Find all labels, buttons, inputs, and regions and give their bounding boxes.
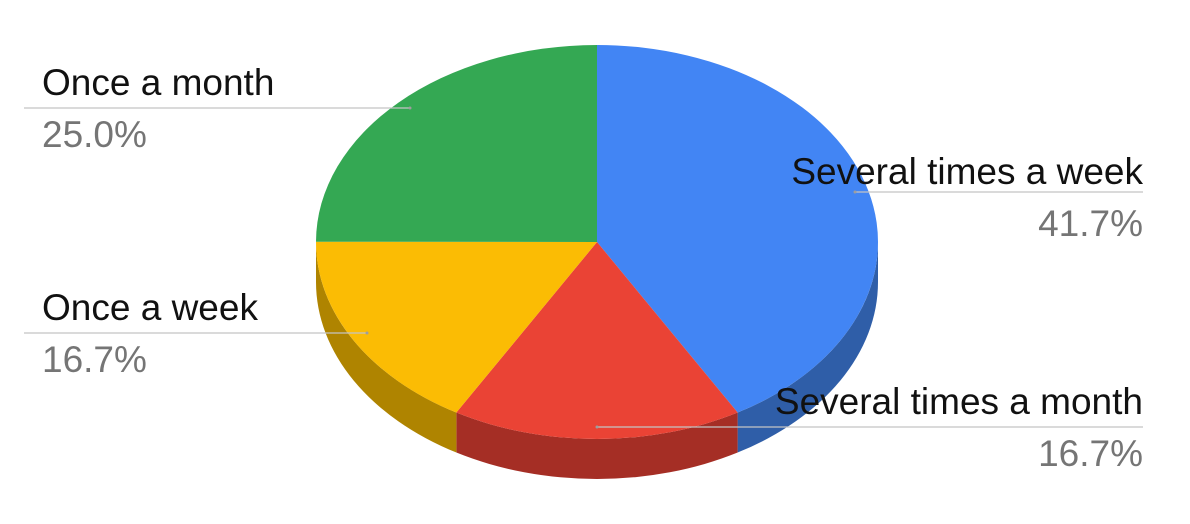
pie-side-several-times-a-month: [456, 412, 738, 479]
slice-value-several-times-a-week: 41.7%: [1038, 203, 1143, 244]
pie-side-several-times-a-week: [737, 242, 878, 453]
slice-sides: [316, 242, 878, 479]
leader-dot-several-times-a-month: [595, 425, 599, 429]
slice-value-once-a-month: 25.0%: [42, 114, 147, 155]
slice-label-several-times-a-month: Several times a month: [775, 381, 1143, 422]
pie-slice-several-times-a-week: [597, 45, 878, 413]
leader-dot-once-a-month: [408, 106, 412, 110]
slice-value-several-times-a-month: 16.7%: [1038, 433, 1143, 474]
slice-value-once-a-week: 16.7%: [42, 339, 147, 380]
leader-dot-several-times-a-week: [853, 190, 857, 194]
slice-label-several-times-a-week: Several times a week: [791, 151, 1143, 192]
slice-label-once-a-week: Once a week: [42, 287, 258, 328]
pie-slice-once-a-week: [316, 241, 597, 413]
leader-dot-once-a-week: [365, 331, 369, 335]
slice-label-once-a-month: Once a month: [42, 62, 274, 103]
pie-side-once-a-week: [316, 242, 457, 453]
slice-labels: Several times a week 41.7% Several times a…: [24, 62, 1143, 474]
pie-slice-once-a-month: [316, 45, 597, 242]
slice-tops: [316, 45, 878, 439]
pie-slice-several-times-a-month: [456, 242, 738, 439]
